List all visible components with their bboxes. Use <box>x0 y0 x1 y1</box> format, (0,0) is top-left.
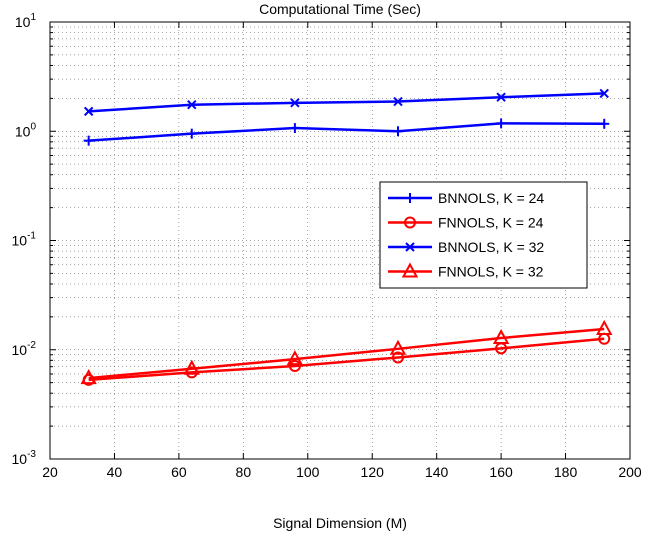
series-line <box>88 327 605 380</box>
data-point <box>393 96 403 107</box>
data-point <box>290 98 300 108</box>
series-line <box>88 92 605 113</box>
legend-label: FNNOLS, K = 32 <box>438 264 544 280</box>
legend-marker <box>404 216 416 229</box>
x-tick-label: 160 <box>489 464 513 480</box>
legend-marker <box>405 242 415 252</box>
y-tick-label: 10-2 <box>12 340 37 358</box>
x-tick-label: 100 <box>296 464 320 480</box>
data-point <box>596 319 613 335</box>
y-tick-label: 100 <box>15 121 37 139</box>
data-point <box>183 359 200 375</box>
x-axis-label: Signal Dimension (M) <box>273 515 407 531</box>
data-point <box>496 92 506 102</box>
y-tick-label: 10-3 <box>12 449 37 467</box>
x-tick-label: 20 <box>42 464 58 480</box>
series-3 <box>83 88 609 117</box>
legend-marker <box>401 262 419 278</box>
x-tick-label: 40 <box>107 464 123 480</box>
data-point <box>393 126 403 137</box>
legend-label: FNNOLS, K = 24 <box>438 215 544 231</box>
x-tick-label: 80 <box>236 464 252 480</box>
x-tick-label: 60 <box>171 464 187 480</box>
x-tick-label: 120 <box>361 464 385 480</box>
data-point <box>496 118 507 129</box>
data-point <box>286 350 304 366</box>
data-point <box>492 328 510 345</box>
data-point <box>289 123 300 134</box>
series-1 <box>83 118 610 146</box>
axis-ticks: 20 40 60 80 100 120 140 160 180 200 10-3 10-2 10-1 10… <box>12 12 642 480</box>
legend-item: FNNOLS, K = 24 <box>388 215 544 231</box>
data-point <box>83 135 94 146</box>
legend-item: BNNOLS, K = 32 <box>388 239 544 255</box>
series-group <box>80 88 613 386</box>
legend-marker <box>405 193 415 203</box>
legend: BNNOLS, K = 24 FNNOLS, K = 24 BNNOLS, K = … <box>379 181 588 289</box>
series-line <box>88 337 605 382</box>
data-point <box>83 106 94 117</box>
y-tick-label: 10-1 <box>12 231 37 249</box>
legend-label: BNNOLS, K = 24 <box>438 190 544 206</box>
data-point <box>80 369 97 385</box>
data-point <box>599 118 610 129</box>
legend-item: FNNOLS, K = 32 <box>388 262 544 280</box>
data-point <box>392 351 404 364</box>
y-tick-label: 101 <box>15 12 37 30</box>
x-tick-label: 200 <box>618 464 642 480</box>
data-point <box>389 339 407 355</box>
data-point <box>186 128 197 139</box>
legend-item: BNNOLS, K = 24 <box>388 190 544 206</box>
data-point <box>288 360 301 373</box>
data-point <box>599 88 609 99</box>
x-tick-label: 140 <box>425 464 449 480</box>
data-point <box>187 99 197 110</box>
chart-title: Computational Time (Sec) <box>259 1 421 17</box>
series-4 <box>80 319 613 385</box>
legend-label: BNNOLS, K = 32 <box>438 239 544 255</box>
x-tick-label: 180 <box>554 464 578 480</box>
series-line <box>88 122 605 142</box>
series-2 <box>82 332 611 386</box>
